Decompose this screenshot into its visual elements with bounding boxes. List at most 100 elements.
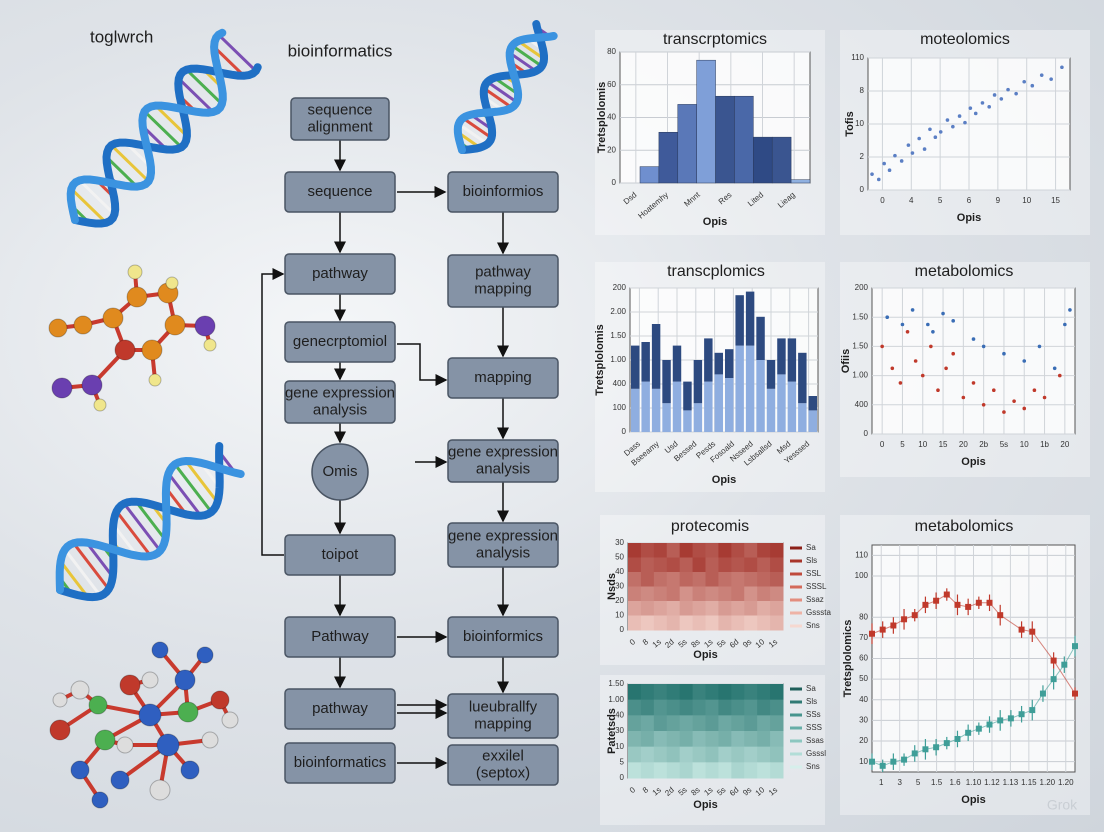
heatmap-cell: [770, 746, 784, 763]
dna-rung: [143, 110, 183, 149]
atom: [203, 338, 217, 352]
x-tick-label: 1.10: [966, 778, 982, 787]
scatter-point: [870, 172, 874, 176]
node-label: alignment: [307, 118, 373, 135]
y-axis-label: Tretsplolomics: [842, 620, 854, 698]
node-label: gene expression: [448, 443, 558, 460]
heatmap-cell: [705, 699, 719, 716]
flow-node: [284, 171, 396, 213]
bar: [771, 136, 792, 184]
scatter-point: [893, 153, 897, 158]
heatmap-cell: [653, 762, 668, 779]
molecule: [48, 264, 217, 412]
bar: [639, 166, 660, 184]
heatmap-cell: [744, 731, 758, 748]
node-label: analysis: [476, 460, 530, 477]
heatmap-cell: [770, 615, 784, 631]
scatter-point: [1052, 366, 1057, 371]
heatmap-cell: [640, 715, 655, 732]
x-tick-label: 2d: [663, 785, 676, 798]
heatmap-cell: [640, 543, 655, 558]
scatter-point: [941, 311, 945, 316]
dna-helix: [453, 20, 558, 154]
legend-label: Ssas: [806, 736, 824, 745]
y-tick-label: 30: [859, 716, 868, 725]
scatter-point: [992, 93, 997, 97]
heatmap-cell: [731, 615, 745, 631]
x-axis-label: Opis: [957, 212, 981, 224]
scatter-point: [944, 366, 948, 371]
dna-strand: [66, 28, 227, 224]
atom: [151, 641, 169, 659]
heatmap-cell: [718, 543, 732, 558]
y-axis-label: Tretsplolomis: [596, 82, 608, 154]
heatmap-cell: [718, 684, 732, 701]
node-label: bioinformatics: [294, 754, 387, 771]
data-point: [879, 626, 886, 633]
heatmap-cell: [666, 572, 681, 587]
heatmap-cell: [692, 699, 706, 716]
bar-segment: [735, 345, 744, 432]
y-tick-label: 50: [859, 674, 868, 683]
legend-label: Sns: [806, 762, 820, 771]
atom: [91, 791, 109, 809]
heatmap-cell: [640, 699, 655, 716]
heatmap-cell: [666, 543, 681, 558]
scatter-point: [905, 330, 910, 334]
flow-node: [447, 616, 559, 658]
x-tick-label: 20: [1060, 440, 1069, 449]
scatter-point: [987, 105, 991, 109]
chart: transcrptomics Opis Tretsplolomis 0 20 40 60 80…: [595, 30, 825, 235]
data-point: [869, 630, 875, 637]
y-tick-label: 20: [607, 145, 616, 154]
heatmap-cell: [757, 601, 771, 616]
scatter-point: [882, 161, 886, 166]
heatmap-cell: [666, 731, 681, 748]
heatmap-cell: [757, 762, 771, 779]
scatter-point: [899, 159, 904, 163]
scatter-point: [900, 322, 905, 327]
heatmap-cell: [744, 543, 758, 558]
atom: [110, 770, 130, 790]
data-point: [933, 597, 940, 604]
scatter-point: [928, 127, 932, 132]
heatmap-cell: [705, 715, 719, 732]
dna-rung: [184, 460, 219, 504]
flow-node: [284, 688, 396, 730]
x-axis-label: Opis: [703, 216, 727, 228]
scatter-point: [876, 177, 881, 182]
atom: [114, 339, 136, 361]
atom: [48, 318, 68, 338]
scatter-point: [1049, 77, 1053, 81]
data-point: [922, 746, 929, 753]
scatter-point: [898, 381, 903, 385]
bar: [677, 104, 697, 184]
atom: [196, 646, 214, 664]
heatmap-cell: [692, 601, 706, 616]
x-tick-label: 8: [641, 785, 651, 795]
y-tick-label: 8: [860, 86, 865, 95]
heatmap-cell: [692, 684, 706, 701]
heatmap-cell: [640, 615, 655, 631]
bar-segment: [631, 345, 640, 389]
heatmap-cell: [744, 572, 758, 587]
x-tick-label: 1.13: [1003, 778, 1019, 787]
x-tick-label: 10: [1020, 440, 1029, 449]
y-tick-label: 0: [612, 178, 617, 187]
heatmap-cell: [653, 615, 668, 631]
data-point: [1050, 676, 1057, 683]
flow-node: [284, 253, 396, 295]
heatmap-cell: [653, 731, 668, 748]
x-tick-label: 5: [938, 196, 943, 205]
heatmap-cell: [705, 557, 719, 573]
x-tick-label: 15: [1051, 196, 1060, 205]
heatmap-cell: [731, 557, 745, 573]
dna-rung: [213, 45, 245, 77]
y-tick-label: 30: [615, 582, 624, 591]
data-point: [1039, 690, 1046, 697]
heatmap-cell: [731, 684, 745, 701]
dna-rung: [78, 179, 116, 216]
scatter-point: [968, 106, 973, 110]
heatmap-cell: [679, 684, 694, 701]
bar-segment: [725, 378, 734, 432]
